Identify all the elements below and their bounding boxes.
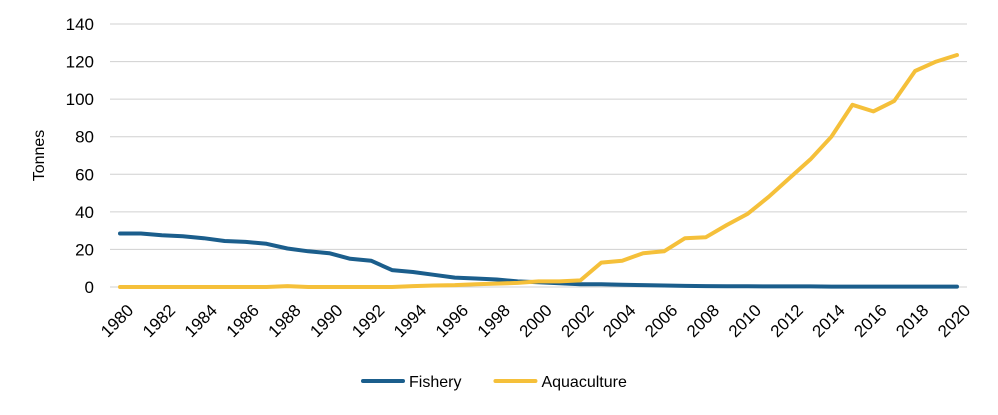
y-tick-label: 60 (75, 165, 94, 184)
x-tick-label: 2020 (934, 301, 974, 341)
y-tick-label: 80 (75, 128, 94, 147)
y-tick-label: 120 (66, 53, 94, 72)
y-tick-label: 40 (75, 203, 94, 222)
x-tick-label: 1990 (306, 301, 346, 341)
legend-label-aquaculture: Aquaculture (541, 374, 626, 391)
x-tick-label: 1980 (97, 301, 137, 341)
y-tick-label: 140 (66, 15, 94, 34)
x-axis-ticks: 1980 1982 1984 1986 1988 1990 1992 1994 1996 1998… (97, 301, 974, 341)
x-tick-label: 1992 (348, 301, 388, 341)
x-tick-label: 1986 (223, 301, 263, 341)
x-tick-label: 2004 (599, 301, 639, 341)
legend-label-fishery: Fishery (409, 374, 461, 391)
y-tick-label: 20 (75, 240, 94, 259)
x-tick-label: 1984 (181, 301, 221, 341)
x-tick-label: 2008 (683, 301, 723, 341)
x-tick-label: 1982 (139, 301, 179, 341)
x-tick-label: 2006 (641, 301, 681, 341)
x-tick-label: 1996 (432, 301, 472, 341)
gridlines (110, 23, 967, 288)
y-tick-label: 100 (66, 90, 94, 109)
legend: Fishery Aquaculture (361, 374, 627, 391)
x-tick-label: 2010 (725, 301, 765, 341)
x-tick-label: 2012 (767, 301, 807, 341)
series-lines (118, 53, 959, 289)
y-axis-ticks: 0 20 40 60 80 100 120 140 (66, 15, 94, 297)
series-line-fishery (118, 231, 959, 289)
x-tick-label: 1988 (265, 301, 305, 341)
x-tick-label: 2016 (850, 301, 890, 341)
x-tick-label: 2000 (516, 301, 556, 341)
x-tick-label: 2014 (809, 301, 849, 341)
x-tick-label: 1994 (390, 301, 430, 341)
x-tick-label: 2002 (557, 301, 597, 341)
y-axis-title: Tonnes (31, 130, 48, 182)
x-tick-label: 1998 (474, 301, 514, 341)
x-tick-label: 2018 (892, 301, 932, 341)
series-line-aquaculture (118, 53, 959, 289)
y-tick-label: 0 (85, 278, 94, 297)
